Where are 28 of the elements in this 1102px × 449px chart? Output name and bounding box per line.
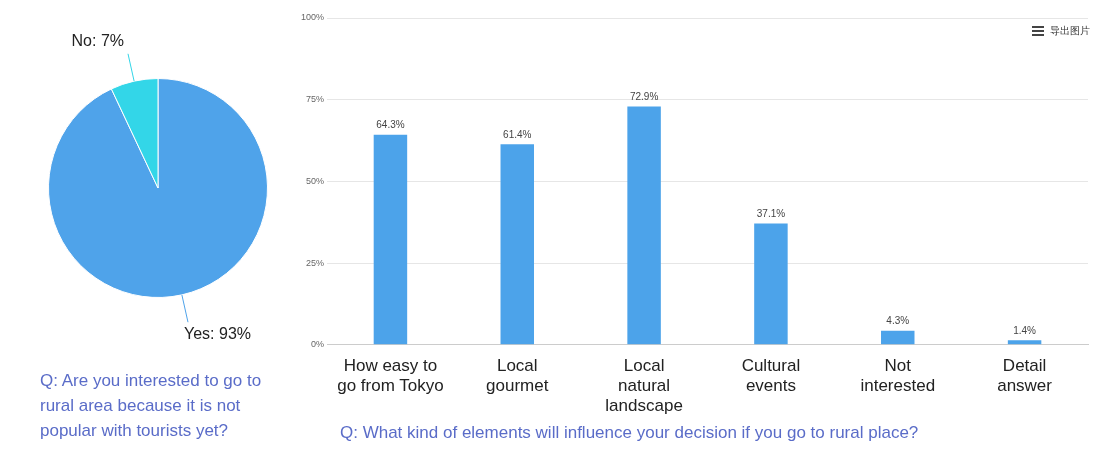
- data-label: 72.9%: [629, 91, 659, 103]
- data-label: 1.4%: [1013, 324, 1037, 336]
- bar: [627, 106, 661, 345]
- y-tick-label: 50%: [306, 175, 325, 186]
- data-label: 37.1%: [756, 208, 786, 220]
- annotation: 导出图片: [1050, 24, 1090, 38]
- x-tick-label: Not interested: [860, 355, 936, 396]
- y-tick-label: 75%: [306, 94, 325, 105]
- x-tick-label: Local gourmet: [486, 355, 549, 396]
- bar: [373, 134, 408, 345]
- x-tick-label: Detail answer: [997, 355, 1053, 396]
- x-tick-label: How easy to go from Tokyo: [337, 355, 444, 396]
- y-tick-label: 0%: [311, 339, 325, 350]
- bar: [500, 144, 535, 345]
- y-tick-label: 100%: [300, 12, 325, 23]
- bar: [881, 330, 915, 345]
- text: Q: What kind of elements will influence your decision if you go to rural place?: [340, 422, 920, 444]
- data-label: 61.4%: [503, 128, 532, 140]
- data-label: 64.3%: [376, 119, 405, 131]
- bar: [1007, 340, 1042, 345]
- bar: [754, 223, 788, 345]
- y-tick-label: 25%: [306, 257, 325, 268]
- x-tick-label: Local natural landscape: [605, 355, 683, 416]
- x-tick-label: Cultural events: [741, 355, 801, 396]
- data-label: 4.3%: [886, 315, 910, 327]
- slice-label: Yes: 93%: [183, 324, 252, 342]
- text: Q: Are you interested to go to rural area because it is not popular with tourists yet?: [40, 370, 263, 442]
- slice-label: No: 7%: [71, 32, 125, 50]
